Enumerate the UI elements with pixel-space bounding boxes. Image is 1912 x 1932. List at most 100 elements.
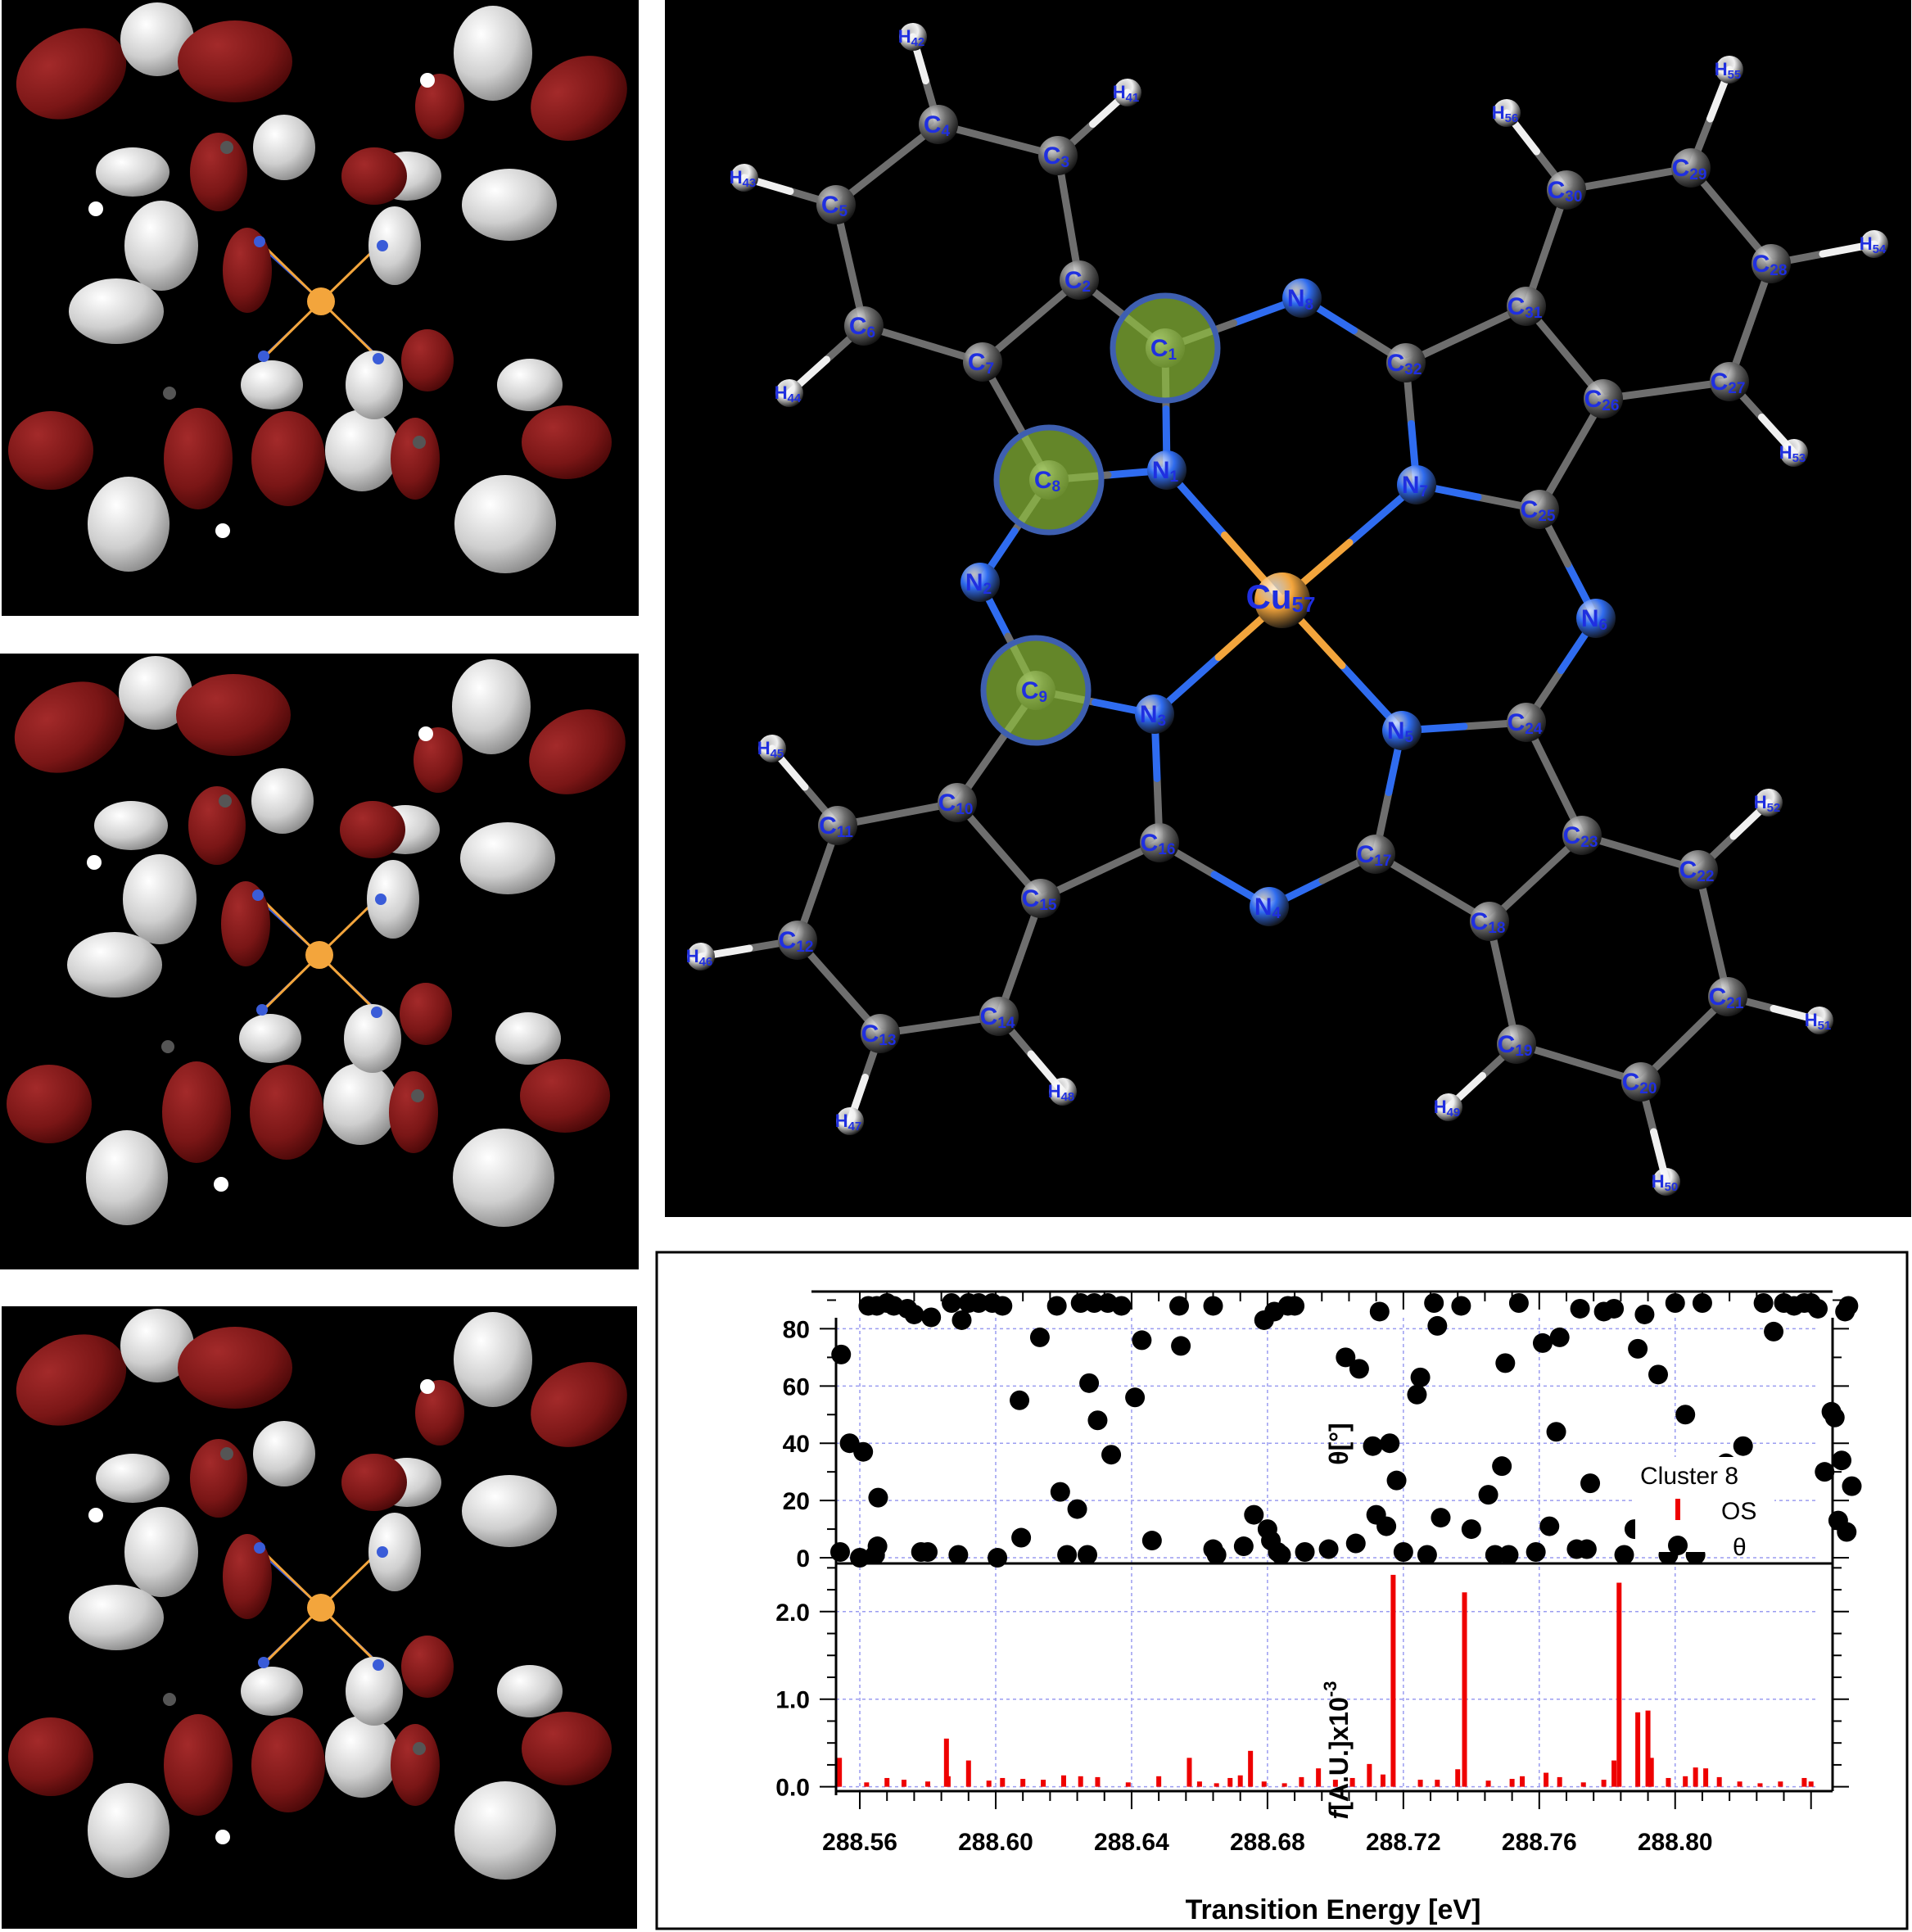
theta-point: [1614, 1545, 1634, 1565]
theta-point: [904, 1304, 924, 1324]
atom-sphere: [861, 1014, 900, 1053]
atom-c1: C1: [1110, 292, 1221, 404]
os-bar: [1078, 1776, 1083, 1787]
theta-point: [1285, 1296, 1305, 1316]
atom-label: N5: [1387, 717, 1414, 746]
theta-point: [868, 1487, 888, 1508]
theta-point: [1580, 1473, 1601, 1494]
atom-label: H41: [1113, 82, 1140, 105]
atom-label: N2: [965, 569, 992, 598]
theta-point: [1815, 1462, 1835, 1482]
atom-h44: H44: [775, 379, 803, 407]
atom-layer: C1 C2 C3 C4 C5 C6 C7 C8 C9 C10 C11 C12 C13 C14 C15 C16 C…: [686, 23, 1888, 1196]
atom-sphere: [1584, 379, 1623, 419]
atom-sphere: [979, 997, 1019, 1036]
os-bar: [1060, 1775, 1066, 1787]
os-bar: [884, 1777, 890, 1787]
os-bar: [1808, 1781, 1814, 1787]
theta-point: [1363, 1436, 1383, 1456]
atom-c18: C18: [1470, 902, 1509, 941]
atom-h51: H51: [1805, 1007, 1833, 1034]
os-bar: [1000, 1777, 1006, 1787]
orbital-view-bottom: [2, 1306, 637, 1929]
atom-label: H56: [1492, 102, 1519, 125]
atom-sphere: [961, 563, 1000, 602]
atom-label: C2: [1064, 267, 1091, 296]
theta-y-tick-label: 80: [783, 1316, 810, 1343]
theta-point: [992, 1296, 1013, 1316]
atom-sphere: [1435, 1093, 1462, 1121]
os-bar: [943, 1738, 949, 1787]
theta-point: [1478, 1485, 1498, 1505]
theta-point: [829, 1542, 850, 1563]
os-bar: [1380, 1774, 1385, 1787]
atom-label: N4: [1254, 894, 1281, 922]
atom-n4: N4: [1250, 887, 1289, 926]
theta-point: [1648, 1364, 1669, 1385]
atom-label: C1: [1150, 335, 1177, 364]
atom-sphere: [938, 783, 977, 822]
x-tick-label: 288.68: [1230, 1829, 1305, 1856]
x-tick-label: 288.60: [958, 1829, 1033, 1856]
legend-title: Cluster 8: [1640, 1463, 1738, 1490]
theta-point: [1539, 1516, 1560, 1536]
theta-point: [1431, 1508, 1451, 1528]
theta-point: [951, 1310, 972, 1330]
os-bar: [1332, 1780, 1338, 1787]
os-bar: [1778, 1781, 1783, 1787]
theta-point: [1407, 1384, 1427, 1405]
atom-c8: C8: [993, 424, 1105, 536]
theta-point: [1067, 1499, 1087, 1519]
atom-h45: H45: [757, 735, 786, 762]
os-bar: [1248, 1750, 1254, 1787]
theta-point: [853, 1441, 874, 1462]
atom-c4: C4: [919, 105, 958, 144]
atom-label: C8: [1034, 467, 1060, 495]
atom-label: N6: [1581, 605, 1607, 634]
os-bar: [1281, 1783, 1287, 1787]
os-bar: [1666, 1777, 1671, 1787]
theta-point: [1011, 1527, 1032, 1548]
atom-sphere: [1493, 99, 1521, 127]
orbital-render: [0, 654, 639, 1228]
atom-sphere: [1780, 439, 1808, 467]
atom-label: H49: [1434, 1097, 1461, 1120]
theta-point: [1271, 1545, 1291, 1565]
theta-point: [1203, 1296, 1223, 1316]
os-bar: [1237, 1775, 1243, 1787]
atom-label: C31: [1507, 293, 1543, 322]
theta-point: [1295, 1542, 1315, 1563]
theta-point: [1318, 1539, 1339, 1559]
atom-label: Cu57: [1246, 577, 1316, 617]
os-y-tick-label: 0.0: [775, 1775, 810, 1802]
os-bar: [1095, 1776, 1101, 1787]
atom-sphere: [1386, 343, 1426, 382]
atom-c9: C9: [980, 635, 1092, 746]
atom-sphere: [1382, 711, 1422, 750]
os-bar: [1020, 1779, 1026, 1787]
theta-point: [1417, 1545, 1437, 1565]
theta-point: [969, 1292, 989, 1313]
theta-point: [1837, 1522, 1857, 1542]
atom-label: N1: [1152, 457, 1179, 486]
theta-point: [1336, 1347, 1356, 1368]
atom-c5: C5: [816, 185, 856, 224]
os-bar: [1187, 1758, 1192, 1787]
atom-label: H52: [1754, 792, 1781, 815]
theta-point: [1070, 1292, 1091, 1313]
atom-label: C26: [1584, 386, 1620, 414]
theta-y-tick-label: 0: [796, 1545, 810, 1572]
atom-sphere: [1470, 902, 1509, 941]
os-bar: [1703, 1768, 1709, 1787]
theta-point: [1824, 1407, 1845, 1428]
atom-sphere: [818, 806, 857, 845]
atom-cu57: Cu57: [1246, 572, 1316, 628]
atom-h41: H41: [1113, 79, 1141, 106]
theta-point: [1753, 1292, 1774, 1313]
theta-point: [1451, 1296, 1471, 1316]
theta-point: [1079, 1373, 1100, 1393]
atom-sphere: [1752, 244, 1791, 283]
atom-c19: C19: [1497, 1025, 1536, 1064]
orbital-view-middle: [0, 654, 639, 1269]
atom-label: C25: [1521, 496, 1556, 525]
